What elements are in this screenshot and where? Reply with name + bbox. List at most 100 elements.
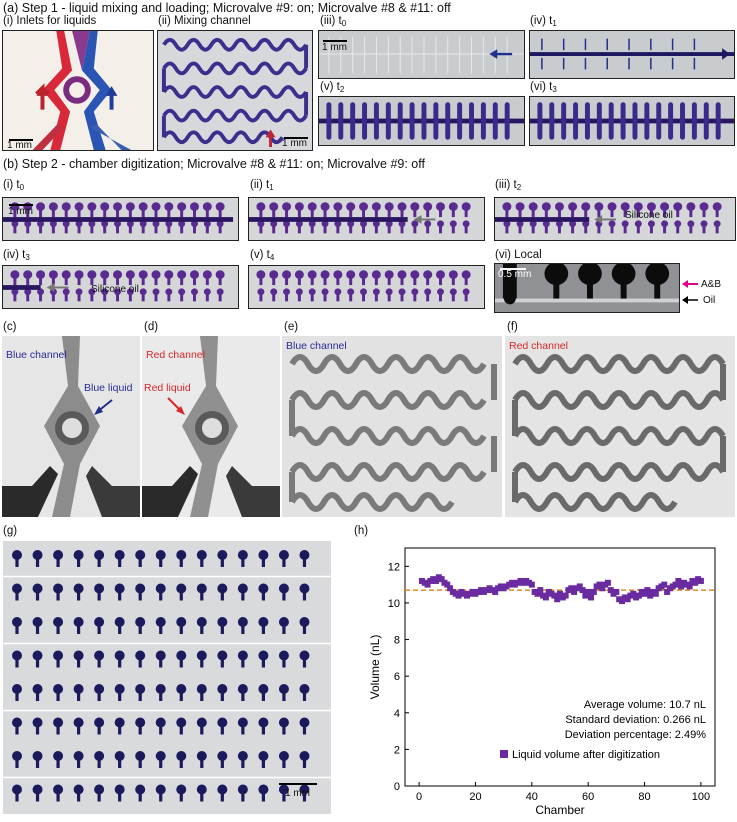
panel-g-label: (g) bbox=[3, 525, 18, 537]
b-iii-image: Silicone oil bbox=[494, 197, 736, 241]
b-v-image bbox=[248, 265, 485, 309]
data-point bbox=[697, 577, 704, 584]
panel-a-v-sub: 2 bbox=[339, 85, 345, 94]
blue-liquid-label: Blue liquid bbox=[84, 382, 133, 394]
panel-b-v-sub: 4 bbox=[269, 253, 275, 262]
panel-a-ii-label: (ii) Mixing channel bbox=[158, 15, 251, 27]
data-point bbox=[635, 592, 642, 599]
data-point bbox=[492, 588, 499, 595]
data-point bbox=[641, 590, 648, 597]
data-point bbox=[551, 592, 558, 599]
panel-b-ii-text: (ii) t bbox=[250, 179, 270, 191]
a-iv-image bbox=[529, 30, 735, 79]
x-tick-label: 80 bbox=[638, 791, 650, 803]
panel-a-vi-label: (vi) t3 bbox=[530, 81, 557, 94]
data-point bbox=[647, 592, 654, 599]
legend-marker bbox=[500, 750, 508, 758]
panel-b-v-label: (v) t4 bbox=[250, 249, 274, 262]
data-point bbox=[562, 592, 569, 599]
x-tick-label: 40 bbox=[526, 791, 538, 803]
red-channel-label-d: Red channel bbox=[146, 349, 205, 361]
data-point bbox=[619, 598, 625, 605]
a-iii-image: 1 mm bbox=[318, 30, 525, 79]
panel-a-iv-text: (iv) t bbox=[530, 15, 553, 27]
data-point bbox=[554, 596, 561, 603]
b-i-image: 1 mm bbox=[2, 197, 239, 241]
red-channel-label-f: Red channel bbox=[509, 340, 568, 352]
data-point bbox=[444, 581, 451, 588]
scale-1mm-a-i: 1 mm bbox=[7, 140, 32, 151]
a-v-image bbox=[318, 96, 525, 146]
panel-b-i-label: (i) t0 bbox=[3, 179, 24, 192]
data-point bbox=[675, 577, 682, 584]
data-point bbox=[438, 576, 445, 583]
panel-b-iii-label: (iii) t2 bbox=[495, 179, 521, 192]
x-axis-label: Chamber bbox=[535, 803, 584, 817]
scale-1mm-b-i: 1 mm bbox=[8, 206, 33, 217]
panel-a-v-text: (v) t bbox=[320, 81, 340, 93]
data-point bbox=[585, 588, 592, 595]
y-tick-label: 6 bbox=[394, 671, 400, 683]
data-point bbox=[661, 581, 668, 588]
data-point bbox=[604, 579, 611, 586]
data-point bbox=[579, 587, 586, 594]
data-point bbox=[664, 588, 671, 595]
panel-b-ii-sub: 1 bbox=[269, 183, 274, 192]
panel-f-label: (f) bbox=[507, 321, 518, 333]
chart-axes bbox=[404, 547, 716, 787]
panel-b-iii-text: (iii) t bbox=[495, 179, 517, 191]
red-liquid-label: Red liquid bbox=[144, 382, 191, 394]
chart-text: 0 20 40 60 80 100 0 2 4 6 8 10 12 Chamber Volume (nL) A… bbox=[368, 561, 710, 817]
stat-annotation: Standard deviation: 0.266 nL bbox=[565, 714, 706, 726]
panel-a-iv-label: (iv) t1 bbox=[530, 15, 557, 28]
panel-b-v-text: (v) t bbox=[250, 249, 270, 261]
section-a-title: (a) Step 1 - liquid mixing and loading; … bbox=[3, 1, 451, 15]
panel-a-vi-sub: 3 bbox=[552, 85, 557, 94]
a-vi-image bbox=[529, 96, 735, 146]
data-point bbox=[590, 588, 597, 595]
data-point bbox=[596, 581, 603, 588]
data-point bbox=[542, 594, 549, 601]
panel-a-v-label: (v) t2 bbox=[320, 81, 344, 94]
data-point bbox=[599, 585, 606, 592]
silicone-oil-label-b-iv: Silicone oil bbox=[91, 284, 139, 295]
b-vi-arrows bbox=[682, 280, 698, 304]
b-ii-image bbox=[248, 197, 485, 241]
data-point bbox=[568, 585, 575, 592]
data-point bbox=[582, 592, 589, 599]
data-point bbox=[686, 583, 693, 590]
blue-channel-label-c: Blue channel bbox=[6, 349, 67, 361]
data-point bbox=[557, 590, 563, 597]
data-point bbox=[447, 585, 454, 592]
e-blue-channel-image: Blue channel bbox=[282, 336, 502, 517]
stat-annotation: Deviation percentage: 2.49% bbox=[565, 729, 706, 741]
legend-label: Liquid volume after digitization bbox=[512, 749, 660, 761]
y-tick-label: 2 bbox=[394, 744, 400, 756]
data-point bbox=[424, 581, 431, 588]
data-point bbox=[678, 583, 685, 590]
x-tick-label: 100 bbox=[692, 791, 710, 803]
data-point bbox=[576, 583, 583, 590]
data-point bbox=[528, 581, 535, 588]
scale-1mm-a-iii: 1 mm bbox=[322, 42, 347, 53]
d-red-channel-image: Red channel Red liquid bbox=[142, 336, 280, 517]
b-vi-local-image: 0.5 mm bbox=[494, 263, 680, 313]
oil-label: Oil bbox=[703, 295, 716, 306]
data-point bbox=[607, 587, 614, 594]
ab-label: A&B bbox=[701, 279, 722, 290]
data-point bbox=[630, 590, 637, 597]
silicone-oil-label-b-iii: Silicone oil bbox=[625, 210, 673, 221]
data-point bbox=[537, 587, 544, 594]
data-point bbox=[644, 587, 651, 594]
panel-d-label: (d) bbox=[144, 321, 159, 333]
section-b-title: (b) Step 2 - chamber digitization; Micro… bbox=[3, 157, 425, 171]
chart-points bbox=[418, 574, 704, 758]
panel-a-i-label: (i) Inlets for liquids bbox=[3, 15, 97, 27]
panel-a-iii-label: (iii) t0 bbox=[320, 15, 346, 28]
data-point bbox=[455, 592, 462, 599]
x-tick-label: 60 bbox=[582, 791, 594, 803]
data-point bbox=[571, 588, 578, 595]
panel-h-label: (h) bbox=[354, 525, 369, 537]
y-tick-label: 8 bbox=[394, 635, 400, 647]
data-point bbox=[433, 577, 439, 584]
